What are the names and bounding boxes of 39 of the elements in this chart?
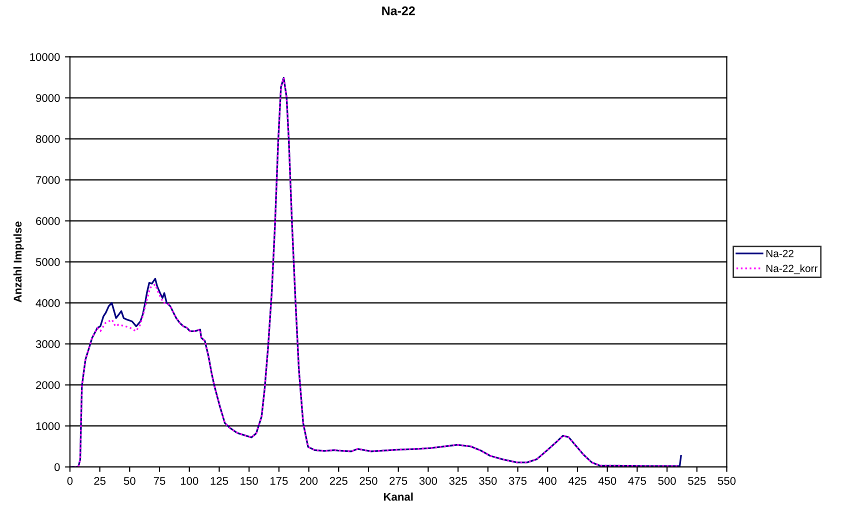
x-tick-label: 425: [568, 476, 586, 485]
x-tick-label: 450: [598, 476, 616, 485]
x-tick-label: 250: [360, 476, 378, 485]
x-tick-label: 500: [658, 476, 676, 485]
y-tick-label: 5000: [36, 258, 60, 266]
y-tick-label: 8000: [36, 135, 60, 143]
x-tick-label: 175: [270, 477, 288, 485]
y-tick-label: 3000: [36, 340, 60, 348]
y-axis-title: Anzahl Impulse: [13, 222, 24, 302]
x-tick-label: 150: [240, 476, 258, 485]
y-tick-label: 9000: [36, 94, 60, 102]
x-tick-label: 125: [210, 476, 228, 485]
y-tick-label: 1000: [36, 422, 60, 430]
x-tick-label: 25: [94, 476, 106, 485]
x-tick-label: 400: [538, 476, 556, 485]
x-tick-label: 0: [67, 476, 73, 485]
x-tick-label: 375: [508, 476, 527, 485]
y-tick-label: 7000: [36, 176, 60, 184]
x-tick-label: 350: [479, 476, 497, 485]
x-tick-label: 225: [330, 476, 348, 485]
y-tick-label: 0: [54, 463, 60, 472]
x-tick-label: 525: [688, 476, 706, 485]
x-tick-label: 75: [154, 477, 166, 485]
x-tick-label: 275: [390, 476, 408, 485]
x-tick-label: 325: [449, 476, 467, 485]
y-tick-label: 6000: [36, 217, 60, 226]
x-tick-label: 550: [718, 476, 736, 485]
y-tick-label: 4000: [36, 299, 60, 308]
x-tick-label: 100: [180, 476, 198, 485]
x-tick-label: 300: [419, 476, 438, 485]
x-tick-label: 200: [300, 476, 318, 485]
x-axis-title: Kanal: [384, 492, 413, 501]
chart-title: Na-22: [382, 6, 415, 16]
y-tick-label: 10000: [30, 53, 60, 61]
x-tick-label: 475: [628, 477, 646, 485]
y-tick-label: 2000: [36, 381, 60, 390]
legend-label: Na-22_korr: [766, 264, 818, 274]
x-tick-label: 50: [124, 476, 136, 485]
legend-label: Na-22: [766, 250, 794, 258]
